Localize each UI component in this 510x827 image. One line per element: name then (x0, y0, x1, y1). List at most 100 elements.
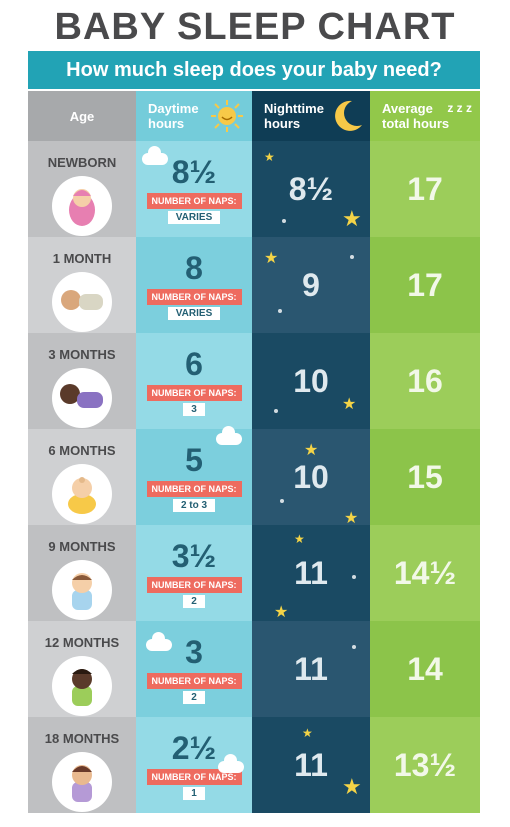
table-row: 3 MONTHS 6 NUMBER OF NAPS: 3 ★ 10 16 (28, 333, 480, 429)
star-icon: ★ (274, 604, 289, 621)
naps-value: VARIES (167, 306, 221, 320)
cloud-icon (218, 754, 244, 773)
sparkle-icon (278, 309, 282, 313)
zzz-icon: z z z (447, 101, 472, 115)
nighttime-hours: 10 (293, 362, 329, 399)
total-cell: 15 (370, 429, 480, 525)
nighttime-cell: 11 (252, 621, 370, 717)
daytime-cell: 6 NUMBER OF NAPS: 3 (136, 333, 252, 429)
age-label: 12 MONTHS (44, 634, 120, 650)
baby-swaddled-icon (52, 175, 112, 236)
total-cell: 17 (370, 141, 480, 237)
daytime-hours: 3½ (171, 537, 217, 574)
total-hours: 17 (407, 266, 443, 303)
star-icon: ★ (342, 206, 362, 231)
baby-lying-icon (52, 271, 112, 332)
daytime-hours: 3 (185, 633, 203, 670)
star-icon: ★ (302, 726, 313, 740)
sparkle-icon (274, 409, 278, 413)
naps-value: 2 (183, 594, 205, 608)
daytime-cell: 8 NUMBER OF NAPS: VARIES (136, 237, 252, 333)
naps-value: VARIES (167, 210, 221, 224)
star-icon: ★ (344, 510, 359, 527)
naps-label: NUMBER OF NAPS: (146, 192, 242, 209)
age-label: NEWBORN (47, 154, 117, 170)
header-age: Age (28, 91, 136, 141)
star-icon: ★ (304, 442, 319, 459)
age-label: 1 MONTH (52, 250, 112, 266)
page-title: BABY SLEEP CHART (54, 6, 456, 48)
nighttime-hours: 10 (293, 458, 329, 495)
age-label: 18 MONTHS (44, 730, 120, 746)
age-label: 6 MONTHS (48, 442, 116, 458)
daytime-hours: 6 (185, 345, 203, 382)
total-cell: 14½ (370, 525, 480, 621)
star-icon: ★ (264, 250, 279, 267)
total-cell: 13½ (370, 717, 480, 813)
baby-standing-icon (52, 751, 112, 812)
header-daytime-label: Daytime hours (136, 101, 199, 131)
subtitle-banner: How much sleep does your baby need? (28, 51, 480, 89)
naps-label: NUMBER OF NAPS: (146, 288, 242, 305)
age-cell: NEWBORN (28, 141, 136, 237)
header-daytime-line2: hours (148, 116, 185, 131)
nighttime-cell: ★ ★ 10 (252, 429, 370, 527)
total-hours: 14½ (393, 554, 457, 591)
nighttime-hours: 11 (294, 650, 328, 687)
table-row: NEWBORN 8½ NUMBER OF NAPS: VARIES ★ ★ 8½… (28, 141, 480, 237)
total-cell: 16 (370, 333, 480, 429)
nighttime-cell: ★ 10 (252, 333, 370, 429)
table-row: 12 MONTHS 3 NUMBER OF NAPS: 2 11 14 (28, 621, 480, 717)
age-cell: 3 MONTHS (28, 333, 136, 429)
age-cell: 1 MONTH (28, 237, 136, 333)
header-average: Average total hours z z z (370, 91, 480, 141)
naps-value: 2 to 3 (172, 498, 216, 512)
age-label: 9 MONTHS (48, 538, 116, 554)
star-icon: ★ (342, 396, 357, 413)
nighttime-cell: ★ 9 (252, 237, 370, 333)
nighttime-hours: 9 (302, 266, 320, 303)
table-row: 9 MONTHS 3½ NUMBER OF NAPS: 2 ★ ★ 11 14½ (28, 525, 480, 621)
sparkle-icon (280, 499, 284, 503)
header-daytime: Daytime hours (136, 91, 252, 141)
nighttime-cell: ★ ★ 11 (252, 717, 370, 813)
total-cell: 14 (370, 621, 480, 717)
total-hours: 13½ (393, 746, 457, 783)
moon-icon (335, 100, 362, 131)
daytime-hours: 2½ (171, 729, 217, 766)
header-nighttime: Nighttime hours (252, 91, 370, 141)
star-icon: ★ (294, 532, 305, 546)
daytime-cell: 8½ NUMBER OF NAPS: VARIES (136, 141, 252, 237)
header-average-line2: total hours (382, 116, 450, 131)
naps-value: 1 (183, 786, 205, 800)
naps-label: NUMBER OF NAPS: (146, 384, 242, 401)
cloud-icon (216, 426, 242, 445)
baby-toddler-icon (52, 655, 112, 716)
nighttime-hours: 11 (294, 554, 328, 591)
age-cell: 9 MONTHS (28, 525, 136, 621)
total-hours: 14 (407, 650, 443, 687)
total-cell: 17 (370, 237, 480, 333)
daytime-hours: 8½ (171, 153, 217, 190)
header-age-label: Age (69, 108, 95, 124)
header-average-line1: Average (382, 101, 433, 116)
table-row: 1 MONTH 8 NUMBER OF NAPS: VARIES ★ 9 17 (28, 237, 480, 333)
sleep-table: Age Daytime hours (28, 91, 480, 813)
daytime-cell: 5 NUMBER OF NAPS: 2 to 3 (136, 426, 252, 525)
header-nighttime-label: Nighttime hours (252, 101, 324, 131)
nighttime-cell: ★ ★ 11 (252, 525, 370, 621)
total-hours: 17 (407, 170, 443, 207)
daytime-cell: 2½ NUMBER OF NAPS: 1 (136, 717, 252, 813)
total-hours: 15 (407, 458, 443, 495)
naps-value: 3 (183, 402, 205, 416)
daytime-cell: 3½ NUMBER OF NAPS: 2 (136, 525, 252, 621)
total-hours: 16 (407, 362, 443, 399)
daytime-hours: 8 (185, 249, 203, 286)
nighttime-hours: 11 (294, 746, 328, 783)
daytime-cell: 3 NUMBER OF NAPS: 2 (136, 621, 252, 717)
star-icon: ★ (264, 150, 275, 164)
baby-pajamas-icon (52, 559, 112, 620)
baby-sitting-icon (52, 463, 112, 524)
header-daytime-line1: Daytime (148, 101, 199, 116)
age-cell: 18 MONTHS (28, 717, 136, 813)
